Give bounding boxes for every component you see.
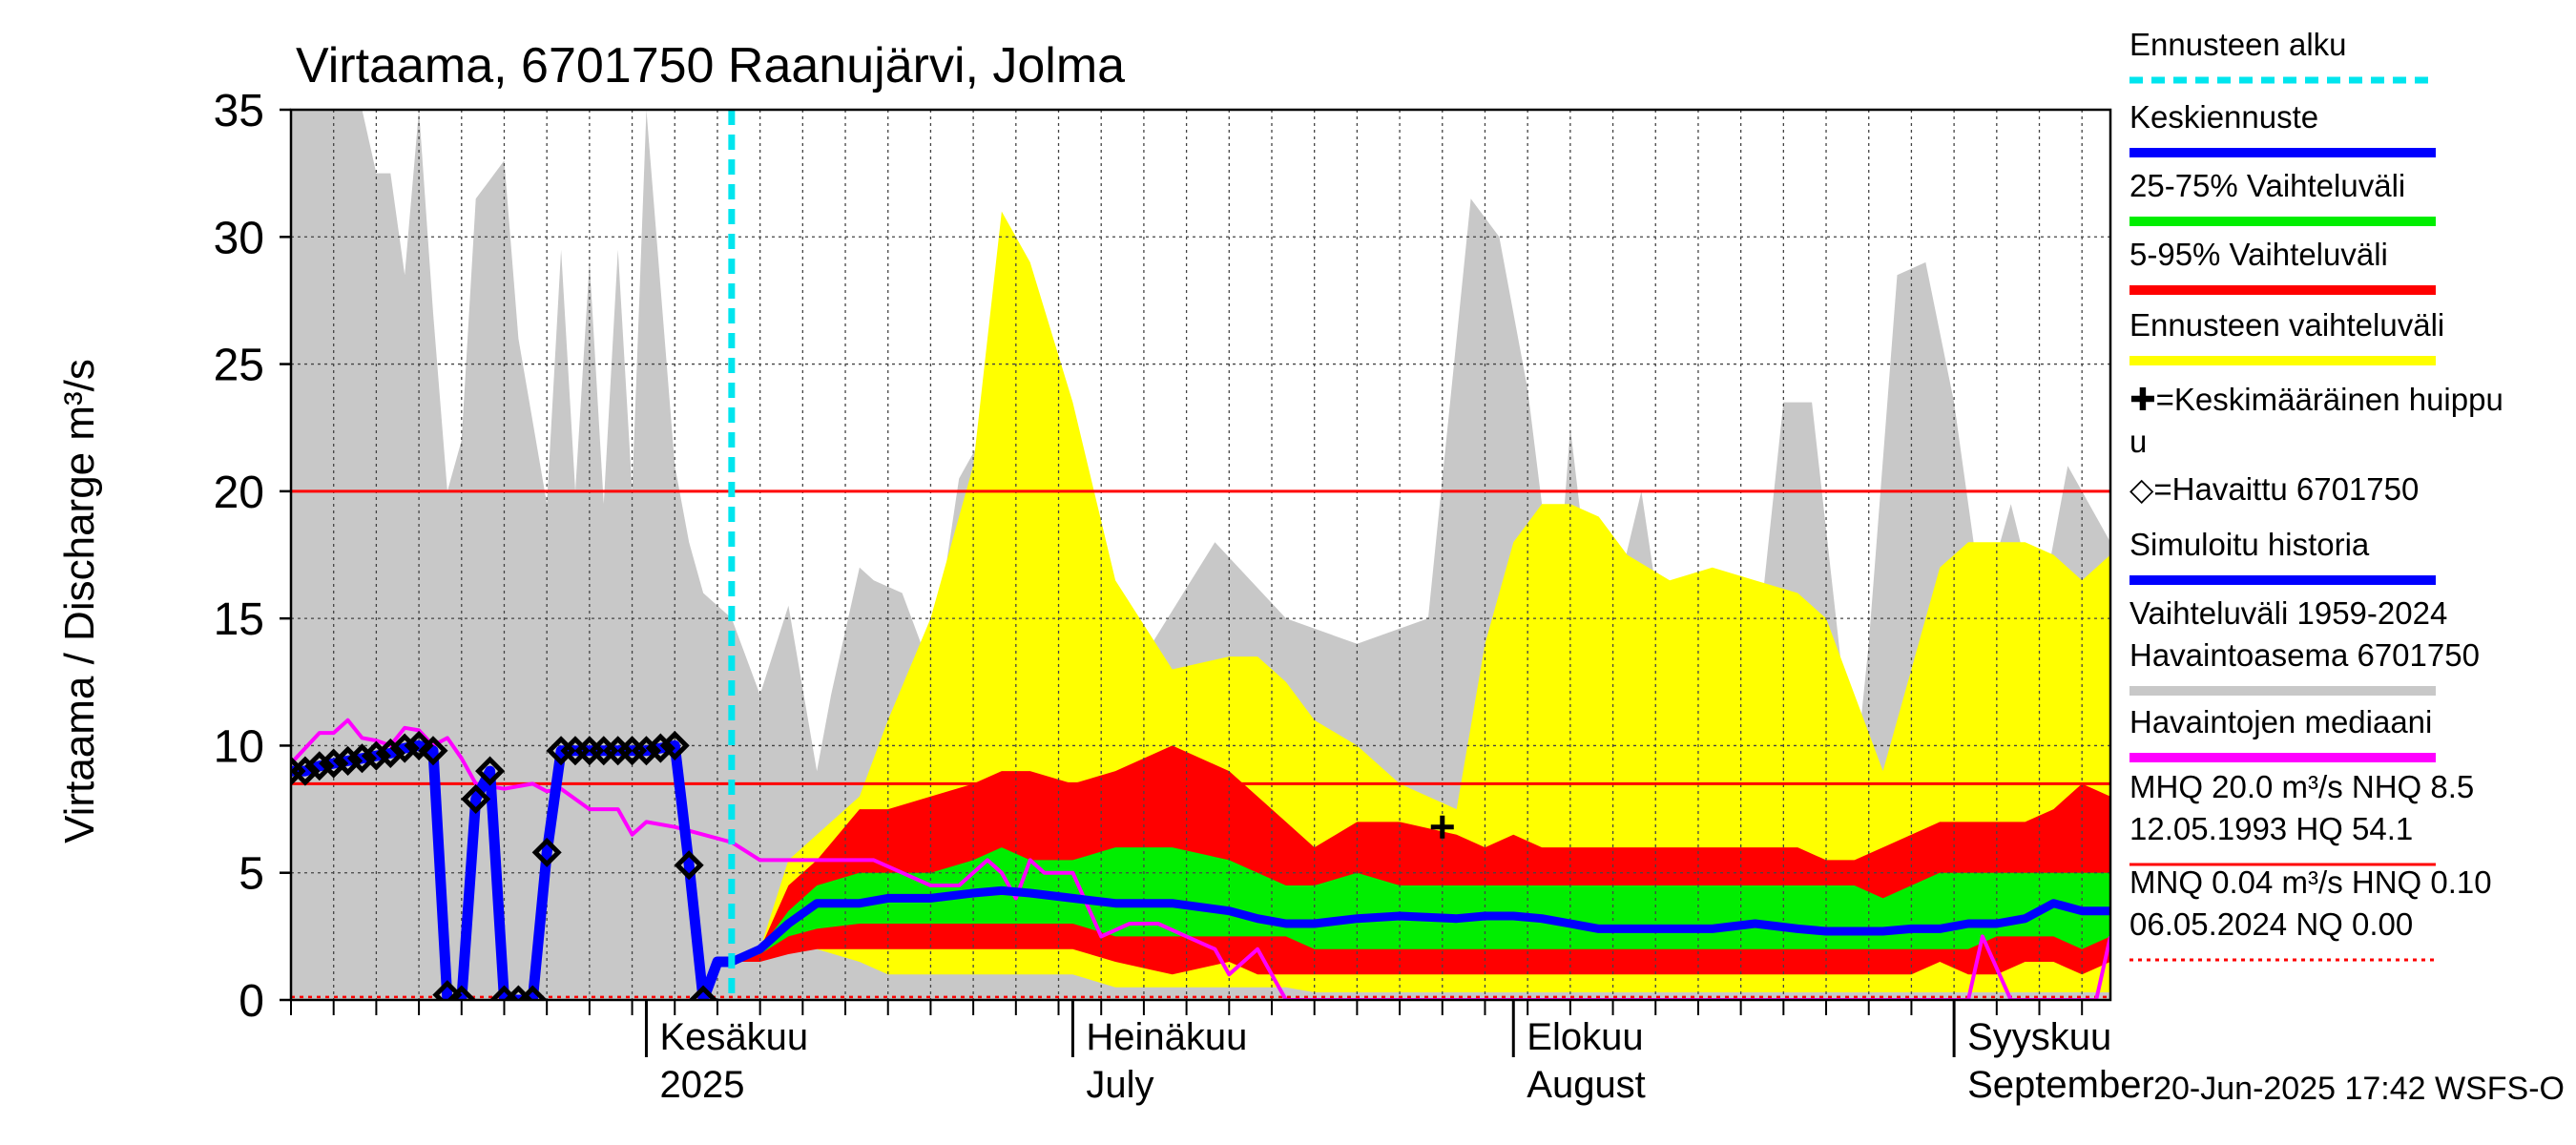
legend-entry-line2: u <box>2129 424 2147 459</box>
mean-peak-marker <box>1430 815 1454 839</box>
observed-point <box>688 985 718 1000</box>
observed-point <box>475 756 506 786</box>
observed-point <box>447 985 477 1000</box>
observed-point <box>432 980 463 1000</box>
observed-point <box>361 740 391 771</box>
month-sublabel: July <box>1086 1064 1153 1106</box>
month-label: Syyskuu <box>1967 1016 2111 1058</box>
legend: Ennusteen alku Keskiennuste 25-75% Vaihtel… <box>2129 27 2503 962</box>
observed-median-line <box>291 718 2110 1000</box>
month-label: Elokuu <box>1527 1016 1643 1058</box>
observed-point <box>404 730 434 760</box>
legend-entry: Havaintojen mediaani <box>2129 704 2432 739</box>
y-axis-label: Virtaama / Discharge m³/s <box>56 359 103 843</box>
legend-entry: MHQ 20.0 m³/s NHQ 8.5 <box>2129 769 2474 804</box>
month-label: Heinäkuu <box>1086 1016 1247 1058</box>
plot-area <box>291 110 2110 1000</box>
month-sublabel: August <box>1527 1064 1646 1106</box>
legend-entry: 25-75% Vaihteluväli <box>2129 168 2405 203</box>
observed-point <box>674 850 704 881</box>
legend-entry: MNQ 0.04 m³/s HNQ 0.10 <box>2129 864 2492 900</box>
legend-entry: ✚=Keskimääräinen huippu <box>2129 382 2503 417</box>
observed-point <box>461 783 491 814</box>
y-tick-label: 30 <box>214 213 264 263</box>
observed-point <box>375 738 405 768</box>
month-sublabel: September <box>1967 1064 2154 1106</box>
legend-entry-line2: Havaintoasema 6701750 <box>2129 637 2480 673</box>
month-sublabel: 2025 <box>659 1064 744 1106</box>
observed-point <box>418 736 448 766</box>
y-tick-label: 25 <box>214 341 264 391</box>
y-tick-label: 35 <box>214 86 264 136</box>
y-tick-label: 10 <box>214 721 264 772</box>
chart-title: Virtaama, 6701750 Raanujärvi, Jolma <box>296 38 1125 94</box>
observed-point <box>389 733 420 763</box>
legend-entry: ◇=Havaittu 6701750 <box>2129 471 2419 507</box>
observed-point <box>291 756 321 786</box>
footer-timestamp: 20-Jun-2025 17:42 WSFS-O <box>2153 1071 2565 1107</box>
axes: 05101520253035Kesäkuu2025HeinäkuuJulyElo… <box>214 86 2154 1106</box>
forecast-median-line <box>730 885 2110 967</box>
observed-point <box>346 743 378 774</box>
y-tick-label: 5 <box>239 849 264 900</box>
y-tick-label: 20 <box>214 468 264 518</box>
observed-point <box>304 751 335 781</box>
observed-point <box>531 837 562 867</box>
legend-entry: Vaihteluväli 1959-2024 <box>2129 595 2447 631</box>
observed-point <box>645 733 675 763</box>
legend-entry: Ennusteen alku <box>2129 27 2347 62</box>
legend-entry-line2: 12.05.1993 HQ 54.1 <box>2129 811 2413 846</box>
legend-entry: Simuloitu historia <box>2129 527 2370 562</box>
y-tick-label: 15 <box>214 594 264 645</box>
observed-point <box>319 748 349 779</box>
legend-entry: Keskiennuste <box>2129 99 2318 135</box>
observed-point <box>333 745 364 776</box>
plot-layers <box>291 110 2110 1000</box>
month-label: Kesäkuu <box>659 1016 808 1058</box>
forecast-25-75-band <box>731 847 2110 962</box>
legend-entry: 5-95% Vaihteluväli <box>2129 237 2388 272</box>
legend-entry-line2: 06.05.2024 NQ 0.00 <box>2129 906 2413 942</box>
observed-point <box>517 985 548 1000</box>
observed-point <box>659 730 690 760</box>
legend-entry: Ennusteen vaihteluväli <box>2129 307 2444 343</box>
plot-frame <box>289 108 2112 1002</box>
y-tick-label: 0 <box>239 976 264 1027</box>
observed-point <box>631 736 661 766</box>
